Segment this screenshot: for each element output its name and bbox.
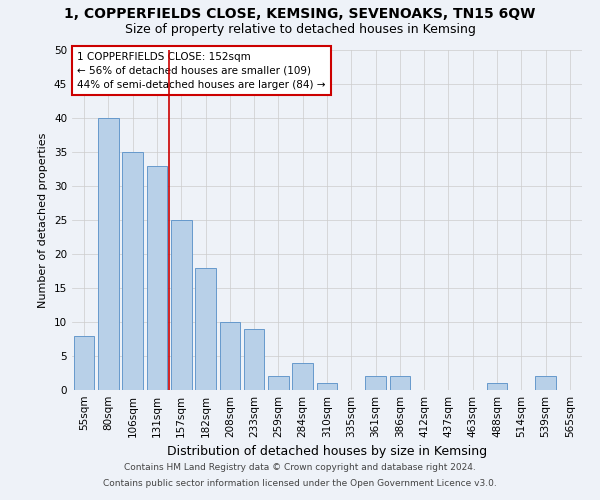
Bar — [122, 152, 143, 390]
Bar — [487, 383, 508, 390]
Text: 1 COPPERFIELDS CLOSE: 152sqm
← 56% of detached houses are smaller (109)
44% of s: 1 COPPERFIELDS CLOSE: 152sqm ← 56% of de… — [77, 52, 326, 90]
Bar — [146, 166, 167, 390]
Bar — [292, 363, 313, 390]
Text: Contains HM Land Registry data © Crown copyright and database right 2024.: Contains HM Land Registry data © Crown c… — [124, 464, 476, 472]
Bar — [195, 268, 216, 390]
Text: 1, COPPERFIELDS CLOSE, KEMSING, SEVENOAKS, TN15 6QW: 1, COPPERFIELDS CLOSE, KEMSING, SEVENOAK… — [64, 8, 536, 22]
Y-axis label: Number of detached properties: Number of detached properties — [38, 132, 49, 308]
Bar — [171, 220, 191, 390]
Bar — [365, 376, 386, 390]
Bar — [535, 376, 556, 390]
Bar — [74, 336, 94, 390]
Bar — [389, 376, 410, 390]
Text: Size of property relative to detached houses in Kemsing: Size of property relative to detached ho… — [125, 22, 475, 36]
Bar — [244, 329, 265, 390]
Bar — [220, 322, 240, 390]
Text: Contains public sector information licensed under the Open Government Licence v3: Contains public sector information licen… — [103, 478, 497, 488]
Bar — [317, 383, 337, 390]
X-axis label: Distribution of detached houses by size in Kemsing: Distribution of detached houses by size … — [167, 446, 487, 458]
Bar — [268, 376, 289, 390]
Bar — [98, 118, 119, 390]
